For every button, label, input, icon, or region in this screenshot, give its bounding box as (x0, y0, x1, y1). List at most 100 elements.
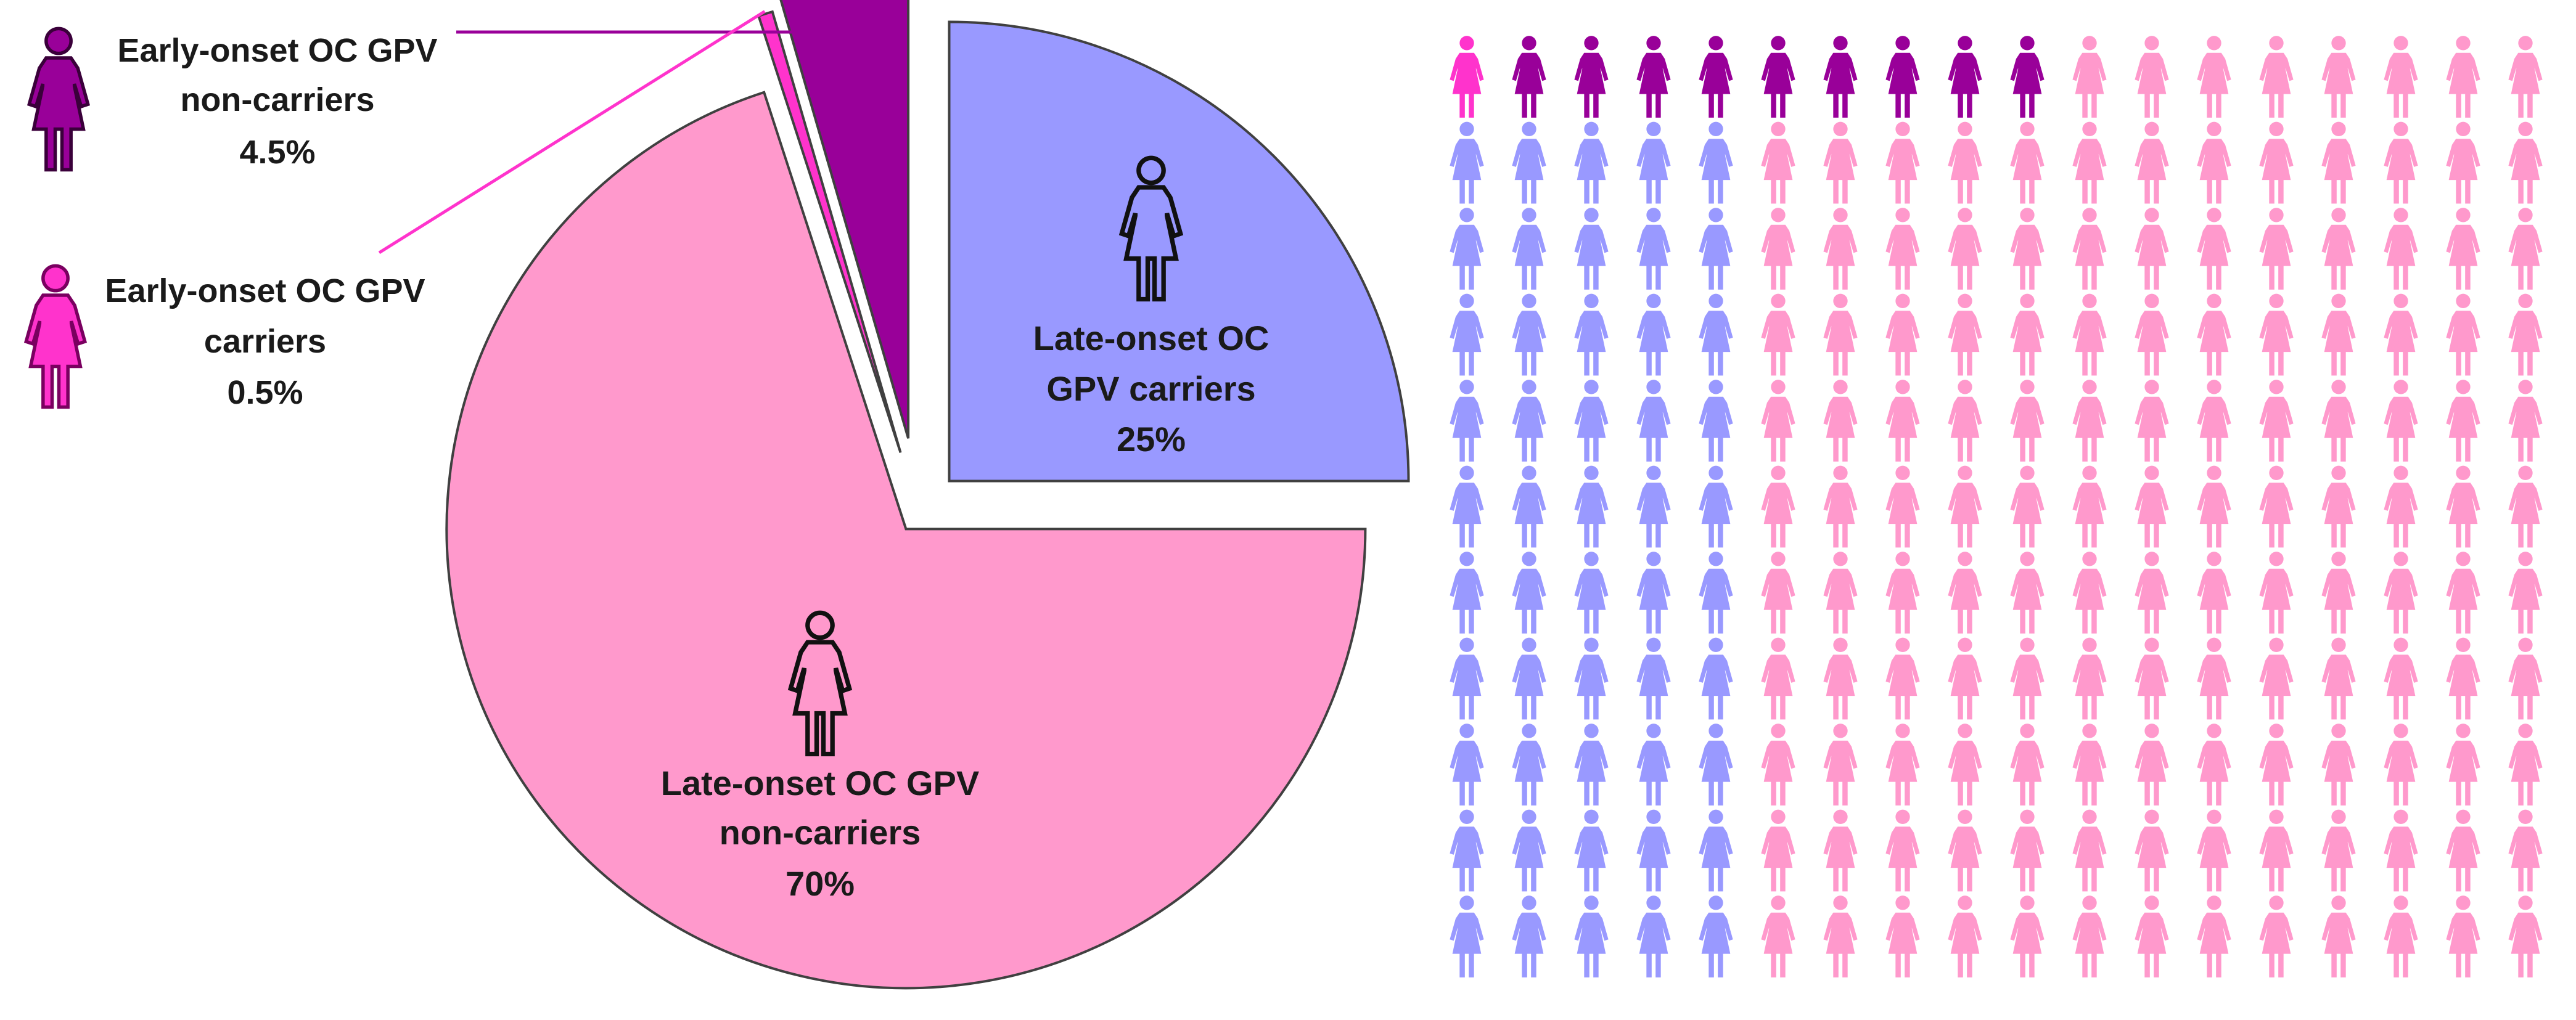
woman-icon (2135, 637, 2169, 720)
woman-icon (2446, 293, 2480, 376)
woman-icon (2072, 896, 2107, 977)
woman-icon (1948, 552, 1982, 634)
woman-icon (1823, 552, 1858, 634)
woman-icon (2384, 809, 2418, 892)
slice-value-label: 4.5% (239, 134, 315, 171)
woman-icon (2384, 724, 2418, 806)
woman-icon (2197, 293, 2231, 376)
woman-icon (2135, 208, 2169, 290)
woman-icon (2010, 896, 2045, 977)
woman-icon (2384, 637, 2418, 720)
woman-icon (1885, 637, 1920, 720)
woman-icon (2135, 293, 2169, 376)
woman-icon (2010, 637, 2045, 720)
woman-icon (2197, 380, 2231, 462)
woman-icon (2384, 552, 2418, 634)
woman-icon (2321, 293, 2356, 376)
woman-icon (2446, 121, 2480, 204)
callout-early-onset-non-carriers: Early-onset OC GPV non-carriers 4.5% (29, 28, 438, 171)
pie-slice-late-onset-non-carriers (445, 91, 1367, 990)
woman-icon (1699, 208, 1733, 290)
woman-icon (2135, 121, 2169, 204)
woman-icon (2321, 724, 2356, 806)
woman-icon (1450, 552, 1484, 634)
woman-icon (2259, 121, 2294, 204)
woman-icon (1512, 809, 1546, 892)
woman-icon (2508, 36, 2543, 118)
woman-icon (1636, 208, 1671, 290)
woman-icon (2321, 465, 2356, 548)
woman-icon (2321, 809, 2356, 892)
woman-icon (2384, 36, 2418, 118)
woman-icon (1512, 293, 1546, 376)
woman-icon (2197, 637, 2231, 720)
woman-icon (2508, 809, 2543, 892)
woman-icon (2259, 380, 2294, 462)
woman-icon (1761, 121, 1795, 204)
woman-icon (2384, 293, 2418, 376)
woman-icon (1885, 896, 1920, 977)
woman-icon (2508, 637, 2543, 720)
woman-icon (1948, 724, 1982, 806)
woman-icon (1574, 552, 1609, 634)
woman-icon (2010, 208, 2045, 290)
woman-icon (1636, 293, 1671, 376)
leader-lines (378, 0, 845, 255)
woman-icon (2446, 380, 2480, 462)
woman-icon (1948, 121, 1982, 204)
woman-icon (1450, 36, 1484, 118)
woman-icon (1885, 293, 1920, 376)
woman-icon (2010, 36, 2045, 118)
woman-icon (1885, 380, 1920, 462)
slice-label-line: carriers (204, 323, 326, 360)
woman-icon (1948, 465, 1982, 548)
woman-icon (1512, 465, 1546, 548)
woman-icon (2259, 809, 2294, 892)
woman-icon (1512, 724, 1546, 806)
woman-icon (1574, 896, 1609, 977)
pie-chart (445, 0, 1410, 990)
woman-icon (1948, 637, 1982, 720)
woman-icon (1512, 637, 1546, 720)
woman-icon (2072, 208, 2107, 290)
woman-icon (1761, 637, 1795, 720)
slice-value-label: 25% (1117, 420, 1186, 459)
woman-icon (1823, 380, 1858, 462)
woman-icon (2072, 637, 2107, 720)
woman-icon (1574, 465, 1609, 548)
woman-icon (1699, 121, 1733, 204)
woman-icon (1512, 36, 1546, 118)
woman-icon (2010, 809, 2045, 892)
woman-icon (1948, 896, 1982, 977)
woman-icon (1699, 552, 1733, 634)
woman-icon (2197, 208, 2231, 290)
woman-icon (1885, 724, 1920, 806)
woman-icon (2259, 293, 2294, 376)
woman-icon (1450, 208, 1484, 290)
woman-icon (2197, 121, 2231, 204)
woman-icon (1636, 896, 1671, 977)
woman-icon (1450, 896, 1484, 977)
woman-icon (2072, 380, 2107, 462)
woman-icon (1761, 208, 1795, 290)
woman-icon (1512, 896, 1546, 977)
woman-icon (1761, 36, 1795, 118)
woman-icon (1636, 637, 1671, 720)
woman-icon (2321, 552, 2356, 634)
woman-icon (2508, 380, 2543, 462)
woman-icon (1761, 896, 1795, 977)
woman-icon (1512, 552, 1546, 634)
slice-value-label: 0.5% (227, 374, 303, 411)
woman-icon (1823, 36, 1858, 118)
woman-icon (2010, 121, 2045, 204)
woman-icon (29, 28, 88, 169)
woman-icon (2321, 208, 2356, 290)
woman-icon (2197, 36, 2231, 118)
woman-icon (2135, 36, 2169, 118)
woman-icon (1574, 293, 1609, 376)
slice-label-line: Early-onset OC GPV (105, 272, 425, 309)
woman-icon (1699, 293, 1733, 376)
woman-icon (2010, 552, 2045, 634)
woman-icon (2321, 36, 2356, 118)
